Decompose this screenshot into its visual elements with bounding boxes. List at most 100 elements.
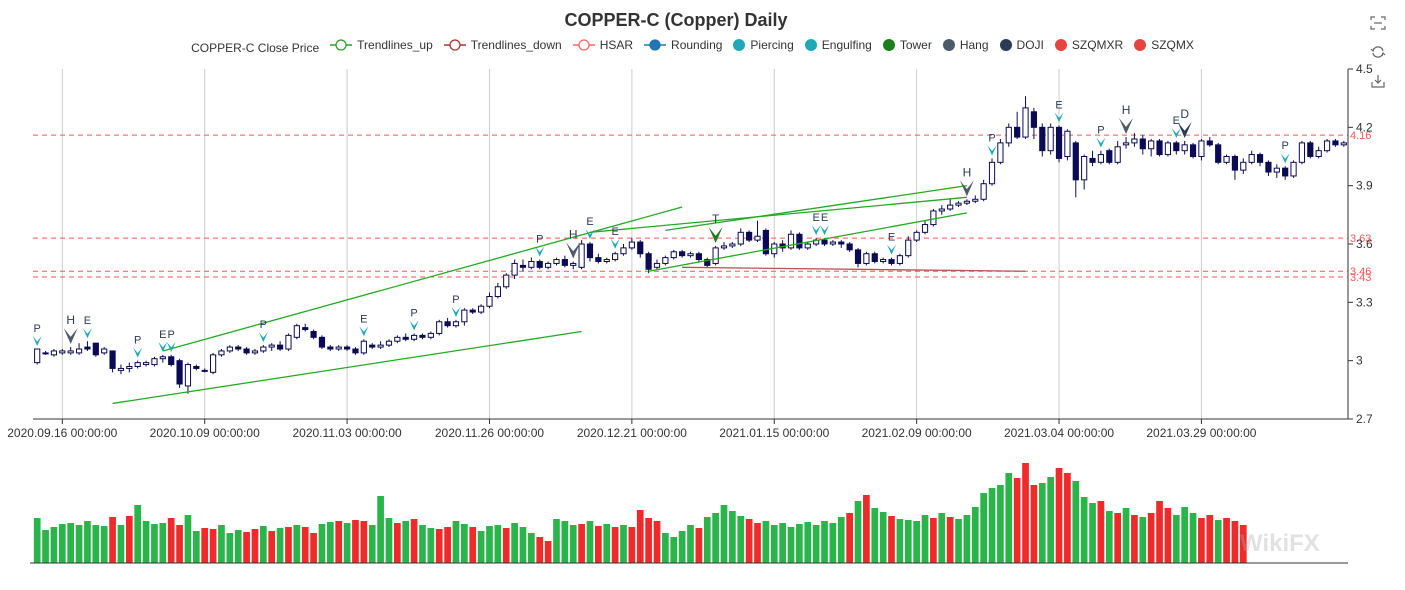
volume-bar xyxy=(352,520,359,563)
volume-bar xyxy=(285,527,292,563)
candle-body xyxy=(1273,167,1280,173)
legend-symbol-icon xyxy=(330,39,353,51)
legend-item[interactable]: SZQMXR xyxy=(1054,38,1123,52)
trendline-down xyxy=(682,266,1026,272)
volume-bar xyxy=(159,523,167,563)
volume-bar xyxy=(963,515,971,563)
legend-item[interactable]: Trendlines_down xyxy=(443,38,562,52)
zoom-icon[interactable] xyxy=(1370,16,1386,35)
volume-bar xyxy=(971,507,979,563)
volume-bar xyxy=(1189,513,1197,563)
candle-body xyxy=(930,210,937,226)
candle-body xyxy=(913,231,920,241)
volume-bar xyxy=(259,526,267,563)
volume-bar xyxy=(620,525,627,563)
y-tick-label: 3 xyxy=(1356,354,1363,368)
volume-bar xyxy=(1080,497,1088,563)
candle-body xyxy=(327,346,334,350)
candle-body xyxy=(871,253,878,263)
hsar-lines: 4.16 3.63 3.463.43 xyxy=(33,130,1371,284)
candle-body xyxy=(1114,146,1121,163)
candle-body xyxy=(109,350,116,369)
pattern-label: P xyxy=(410,307,417,319)
legend-item[interactable]: Tower xyxy=(882,38,932,52)
legend-symbol-icon xyxy=(1054,39,1067,51)
pattern-label: E xyxy=(159,329,166,341)
volume-bar xyxy=(628,527,636,563)
legend: COPPER-C Close Price Trendlines_up Trendli… xyxy=(0,38,1385,55)
candle-body xyxy=(955,202,962,206)
candle-body xyxy=(478,305,485,313)
legend-label: Trendlines_up xyxy=(357,38,433,52)
candle-body xyxy=(1282,167,1289,177)
legend-item[interactable]: Piercing xyxy=(732,38,794,52)
candle-body xyxy=(59,350,66,354)
legend-item[interactable]: Rounding xyxy=(643,38,722,52)
pattern-label: E xyxy=(84,315,91,327)
legend-item[interactable]: Trendlines_up xyxy=(329,38,433,52)
candle-body xyxy=(1240,161,1247,171)
candle-body xyxy=(863,253,870,264)
restore-icon[interactable] xyxy=(1370,45,1386,64)
volume-bar xyxy=(410,519,418,563)
candle-body xyxy=(1089,157,1096,163)
candle-body xyxy=(804,243,811,249)
volume-bar xyxy=(569,525,577,563)
candle-body xyxy=(201,369,208,372)
volume-bar xyxy=(1072,481,1080,563)
legend-symbol-icon xyxy=(644,39,667,51)
pattern-marker xyxy=(166,341,176,352)
candle-body xyxy=(921,224,929,233)
candle-body xyxy=(595,257,602,263)
volume-bar xyxy=(1239,525,1247,563)
volume-bar xyxy=(276,528,284,563)
toolbox xyxy=(1370,16,1386,103)
legend-label: COPPER-C Close Price xyxy=(191,41,320,55)
save-image-icon[interactable] xyxy=(1370,74,1386,93)
volume-bar xyxy=(553,519,560,563)
volume-bar xyxy=(1164,508,1172,563)
legend-item[interactable]: COPPER-C Close Price xyxy=(191,41,319,55)
volume-bar xyxy=(201,528,209,563)
x-tick-label: 2021.01.15 00:00:00 xyxy=(719,426,829,440)
volume-bar xyxy=(678,531,686,563)
candle-body xyxy=(687,253,694,257)
pattern-label: E xyxy=(1055,99,1062,111)
candle-body xyxy=(444,321,451,327)
candle-body xyxy=(184,364,192,387)
legend-item[interactable]: Hang xyxy=(942,38,989,52)
volume-bar xyxy=(787,527,795,563)
pattern-label: P xyxy=(134,335,141,347)
volume-bar xyxy=(402,521,410,563)
volume-bar xyxy=(1147,513,1155,563)
candle-body xyxy=(637,241,644,255)
legend-label: Tower xyxy=(899,38,932,52)
pattern-marker xyxy=(359,326,369,337)
legend-item[interactable]: SZQMX xyxy=(1133,38,1194,52)
candle-body xyxy=(377,344,384,348)
volume-bar xyxy=(427,528,435,563)
candle-body xyxy=(34,348,41,364)
pattern-label: E xyxy=(1173,115,1180,127)
candle-body xyxy=(1181,144,1188,152)
volume-bar xyxy=(268,531,276,563)
candle-body xyxy=(553,259,560,264)
legend-item[interactable]: Engulfing xyxy=(804,38,872,52)
x-tick-label: 2020.09.16 00:00:00 xyxy=(7,426,117,440)
legend-item[interactable]: HSAR xyxy=(572,38,633,52)
volume-bar xyxy=(301,527,309,563)
pattern-label: E xyxy=(586,216,593,228)
y-tick-label: 3.6 xyxy=(1356,237,1373,251)
volume-bar xyxy=(251,529,259,563)
legend-label: Rounding xyxy=(671,38,723,52)
legend-label: Piercing xyxy=(750,38,794,52)
x-tick-label: 2021.03.04 00:00:00 xyxy=(1004,426,1114,440)
volume-bar xyxy=(561,521,569,563)
candle-body xyxy=(947,204,954,210)
candle-body xyxy=(1030,111,1038,128)
candle-body xyxy=(1290,161,1297,177)
candle-body xyxy=(1340,142,1347,146)
volume-bar xyxy=(134,505,142,563)
volume-bar xyxy=(796,524,803,563)
legend-item[interactable]: DOJI xyxy=(999,38,1044,52)
